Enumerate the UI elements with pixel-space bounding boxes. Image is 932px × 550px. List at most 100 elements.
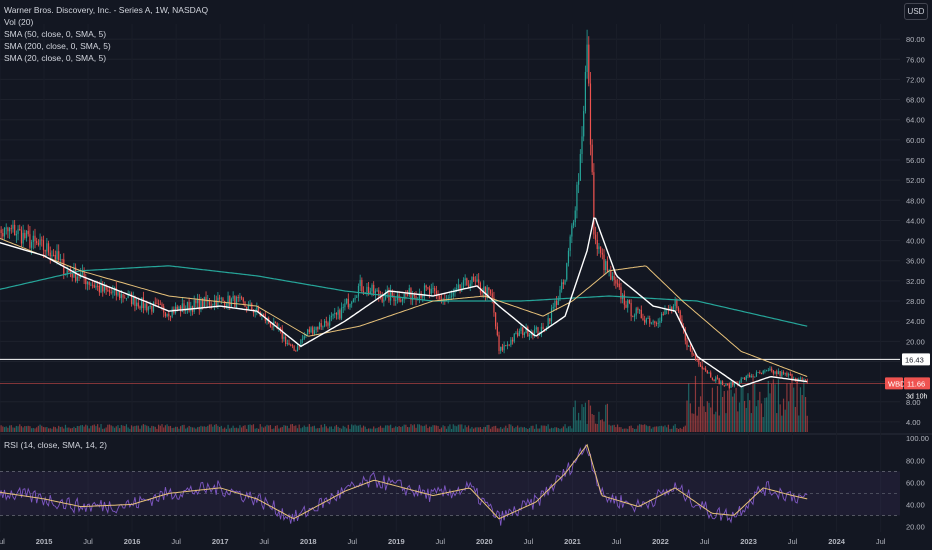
candle-body: [395, 299, 397, 301]
volume-bar: [10, 425, 12, 432]
candle-body: [703, 368, 705, 370]
candle-body: [781, 372, 783, 376]
volume-bar: [114, 427, 116, 432]
candle-body: [535, 327, 537, 330]
volume-bar: [798, 415, 800, 432]
ticker-tag: WBD: [888, 379, 906, 388]
volume-bar: [711, 387, 713, 432]
volume-bar: [447, 426, 449, 432]
candle-body: [750, 376, 752, 378]
volume-bar: [251, 425, 253, 432]
candle-body: [456, 288, 458, 290]
volume-bar: [122, 425, 124, 432]
volume-bar: [598, 411, 600, 432]
volume-bar: [369, 428, 371, 432]
time-axis[interactable]: Jul 2015 Jul 2016 Jul 2017 Jul 2018 Jul 2019 Jul 20…: [0, 537, 886, 546]
volume-bar: [801, 395, 803, 432]
candle-body: [721, 381, 724, 385]
candle-body: [330, 315, 332, 318]
volume-bar: [342, 425, 344, 432]
volume-bar: [493, 426, 495, 432]
volume-bar: [547, 424, 549, 432]
volume-bar: [100, 424, 102, 432]
rsi-pane: [0, 443, 900, 526]
currency-button[interactable]: USD: [904, 3, 928, 20]
time-tick-label: Jul: [347, 537, 357, 546]
volume-bar: [17, 426, 19, 432]
volume-bar: [232, 425, 234, 432]
candle-body: [95, 285, 97, 288]
candle-body: [146, 303, 148, 311]
volume-bar: [777, 379, 780, 432]
volume-bar: [677, 428, 680, 432]
candle-body: [42, 240, 45, 251]
candle-body: [591, 144, 593, 173]
candle-body: [644, 319, 646, 323]
volume-bar: [73, 426, 75, 432]
candle-body: [645, 318, 647, 323]
volume-bar: [464, 425, 466, 432]
volume-bar: [120, 424, 122, 432]
volume-bar: [755, 406, 758, 432]
candle-body: [171, 308, 173, 317]
volume-bar: [198, 426, 200, 432]
candle-body: [317, 326, 319, 330]
candle-body: [107, 289, 109, 291]
volume-bar: [793, 387, 795, 432]
candle-body: [652, 321, 654, 323]
volume-bar: [762, 416, 764, 432]
volume-bar: [754, 383, 756, 432]
volume-bar: [9, 425, 11, 432]
candle-body: [428, 288, 431, 294]
candle-body: [237, 296, 239, 299]
volume-bar: [191, 427, 194, 432]
volume-bar: [373, 426, 375, 432]
volume-bar: [552, 428, 554, 432]
candle-body: [803, 379, 805, 381]
candle-body: [58, 251, 60, 260]
candle-body: [361, 279, 363, 292]
candle-body: [203, 297, 205, 308]
candle-body: [168, 313, 170, 317]
volume-bar: [171, 428, 173, 432]
hline-value-tag: 16.43: [905, 355, 924, 364]
volume-bar: [540, 425, 542, 432]
rsi-line: [0, 444, 808, 526]
candle-body: [501, 346, 504, 351]
volume-bar: [173, 427, 175, 432]
volume-bar: [163, 427, 165, 432]
candle-body: [296, 346, 299, 351]
volume-bar: [83, 426, 85, 432]
candle-body: [124, 297, 126, 299]
volume-bar: [622, 428, 624, 432]
volume-bar: [544, 425, 546, 432]
volume-bar: [588, 399, 590, 432]
candle-body: [518, 331, 520, 336]
volume-bar: [276, 425, 278, 432]
candle-body: [27, 230, 29, 235]
volume-bar: [215, 424, 217, 432]
volume-bar: [161, 424, 163, 432]
candle-body: [464, 278, 466, 281]
volume-bar: [654, 426, 656, 432]
candle-body: [244, 301, 246, 307]
candle-body: [310, 327, 312, 333]
volume-bar: [186, 427, 189, 432]
volume-bar: [178, 428, 180, 432]
price-tick-label: 28.00: [906, 297, 925, 306]
volume-bar: [638, 424, 641, 432]
volume-bar: [561, 428, 563, 432]
candle-body: [390, 290, 392, 301]
candle-body: [134, 295, 136, 307]
volume-bar: [554, 427, 556, 432]
volume-bar: [572, 407, 575, 432]
volume-bar: [46, 427, 48, 432]
candle-body: [7, 227, 9, 232]
volume-bar: [706, 401, 708, 432]
volume-bar: [42, 427, 45, 432]
volume-bar: [661, 425, 663, 432]
candle-body: [327, 322, 329, 326]
candle-body: [488, 287, 490, 291]
candle-body: [432, 288, 434, 289]
